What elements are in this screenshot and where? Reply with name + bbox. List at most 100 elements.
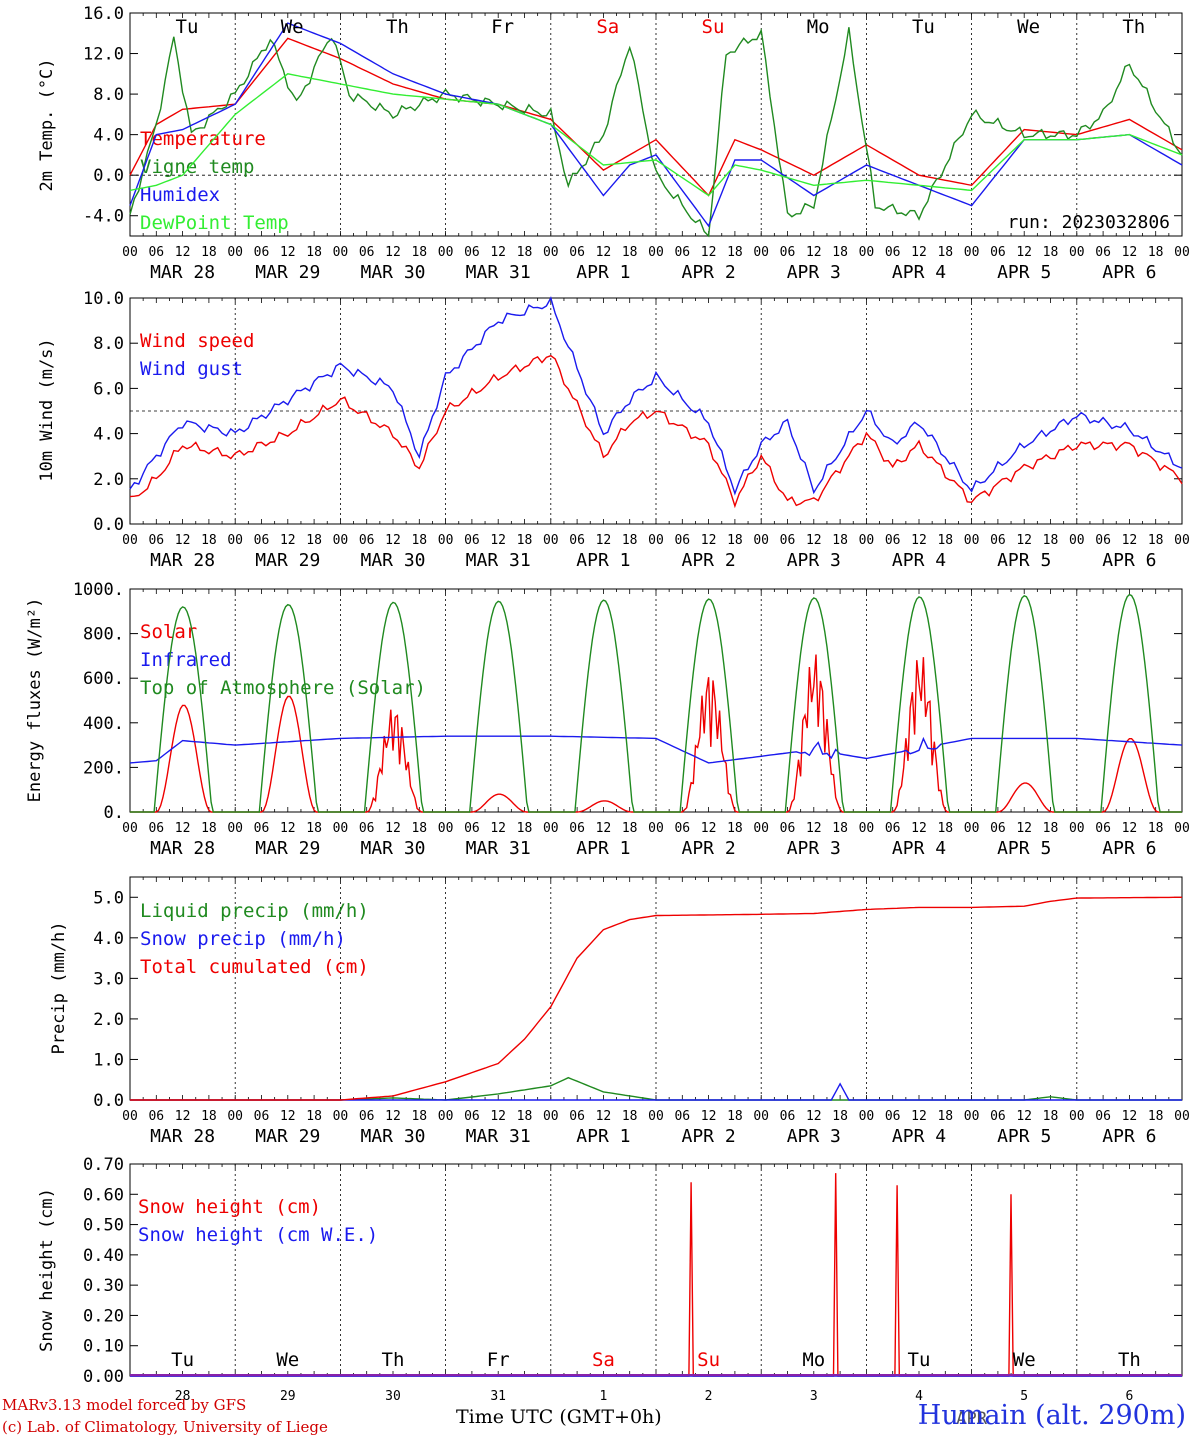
y-axis-label: Snow height (cm) (37, 1188, 57, 1352)
hour-tick-label: 06 (464, 533, 480, 548)
hour-tick-label: 12 (1122, 245, 1138, 260)
hour-tick-label: 18 (1148, 533, 1164, 548)
legend-entry: Humidex (140, 184, 220, 206)
hour-tick-label: 00 (1174, 245, 1190, 260)
hour-tick-label: 06 (885, 245, 901, 260)
y-tick-label: 4.0 (93, 929, 124, 949)
date-label: MAR 30 (360, 550, 425, 571)
hour-tick-label: 06 (569, 821, 585, 836)
y-tick-label: 8.0 (93, 334, 124, 354)
hour-tick-label: 18 (622, 533, 638, 548)
hour-tick-label: 00 (227, 245, 243, 260)
y-tick-label: 10.0 (83, 289, 124, 309)
series-line-top-of-atmosphere-solar- (130, 593, 1182, 813)
hour-tick-label: 18 (727, 821, 743, 836)
y-tick-label: 0.0 (93, 1091, 124, 1111)
day-number-label: 1 (599, 1389, 607, 1404)
hour-tick-label: 06 (359, 245, 375, 260)
weekday-label: We (1017, 16, 1040, 38)
hour-tick-label: 12 (806, 821, 822, 836)
day-number-label: 2 (705, 1389, 713, 1404)
date-label: MAR 31 (466, 838, 531, 859)
hour-tick-label: 18 (937, 245, 953, 260)
hour-tick-label: 18 (306, 1109, 322, 1124)
hour-tick-label: 00 (859, 1109, 875, 1124)
weekday-label: Sa (596, 16, 619, 38)
hour-tick-label: 06 (359, 821, 375, 836)
hour-tick-label: 18 (937, 1109, 953, 1124)
date-label: APR 5 (997, 838, 1051, 859)
y-tick-label: 4.0 (93, 425, 124, 445)
hour-tick-label: 06 (885, 533, 901, 548)
hour-tick-label: 06 (990, 1109, 1006, 1124)
hour-tick-label: 00 (964, 245, 980, 260)
y-axis-label: 10m Wind (m/s) (37, 338, 57, 481)
legend-entry: Top of Atmosphere (Solar) (140, 677, 426, 699)
hour-tick-label: 18 (1148, 821, 1164, 836)
hour-tick-label: 06 (1095, 1109, 1111, 1124)
day-number-label: 31 (490, 1389, 506, 1404)
date-label: APR 5 (997, 1126, 1051, 1147)
y-tick-label: 0.40 (83, 1246, 124, 1266)
date-label: APR 3 (787, 1126, 841, 1147)
x-axis-title: Time UTC (GMT+0h) (456, 1406, 662, 1428)
date-label: APR 2 (682, 262, 736, 283)
weekday-label: We (276, 1349, 299, 1371)
date-label: MAR 31 (466, 550, 531, 571)
hour-tick-label: 06 (1095, 245, 1111, 260)
hour-tick-label: 12 (806, 1109, 822, 1124)
hour-tick-label: 12 (596, 821, 612, 836)
hour-tick-label: 06 (674, 533, 690, 548)
hour-tick-label: 12 (175, 533, 191, 548)
hour-tick-label: 12 (280, 533, 296, 548)
y-tick-label: 1.0 (93, 1050, 124, 1070)
legend-entry: Snow height (cm W.E.) (138, 1224, 378, 1246)
hour-tick-label: 00 (333, 533, 349, 548)
hour-tick-label: 00 (438, 245, 454, 260)
hour-tick-label: 06 (1095, 533, 1111, 548)
hour-tick-label: 00 (543, 245, 559, 260)
hour-tick-label: 18 (1043, 1109, 1059, 1124)
hour-tick-label: 06 (569, 1109, 585, 1124)
hour-tick-label: 06 (1095, 821, 1111, 836)
hour-tick-label: 00 (333, 821, 349, 836)
hour-tick-label: 18 (201, 533, 217, 548)
hour-tick-label: 12 (1016, 533, 1032, 548)
hour-tick-label: 00 (333, 1109, 349, 1124)
y-tick-label: 200. (83, 758, 124, 778)
date-label: MAR 30 (360, 1126, 425, 1147)
hour-tick-label: 00 (543, 1109, 559, 1124)
hour-tick-label: 06 (464, 821, 480, 836)
hour-tick-label: 18 (517, 533, 533, 548)
weekday-label: Mo (807, 16, 830, 38)
hour-tick-label: 00 (1174, 821, 1190, 836)
hour-tick-label: 06 (464, 1109, 480, 1124)
hour-tick-label: 18 (832, 821, 848, 836)
hour-tick-label: 00 (122, 1109, 138, 1124)
hour-tick-label: 18 (1148, 1109, 1164, 1124)
hour-tick-label: 18 (727, 245, 743, 260)
date-label: APR 2 (682, 838, 736, 859)
hour-tick-label: 06 (674, 821, 690, 836)
hour-tick-label: 18 (306, 533, 322, 548)
hour-tick-label: 00 (227, 1109, 243, 1124)
y-tick-label: 800. (83, 625, 124, 645)
legend-entry: Infrared (140, 649, 232, 671)
hour-tick-label: 00 (227, 533, 243, 548)
day-number-label: 28 (175, 1389, 191, 1404)
hour-tick-label: 00 (227, 821, 243, 836)
date-label: APR 6 (1102, 1126, 1156, 1147)
hour-tick-label: 00 (543, 821, 559, 836)
legend-entry: Snow precip (mm/h) (140, 928, 346, 950)
hour-tick-label: 12 (385, 533, 401, 548)
run-label: run: 2023032806 (1007, 212, 1170, 233)
date-label: MAR 28 (150, 1126, 215, 1147)
hour-tick-label: 06 (254, 533, 270, 548)
legend-entry: Temperature (140, 128, 266, 150)
station-title: Humain (alt. 290m) (917, 1400, 1186, 1431)
legend-entry: Total cumulated (cm) (140, 956, 369, 978)
hour-tick-label: 06 (780, 1109, 796, 1124)
date-label: MAR 28 (150, 262, 215, 283)
hour-tick-label: 06 (359, 1109, 375, 1124)
